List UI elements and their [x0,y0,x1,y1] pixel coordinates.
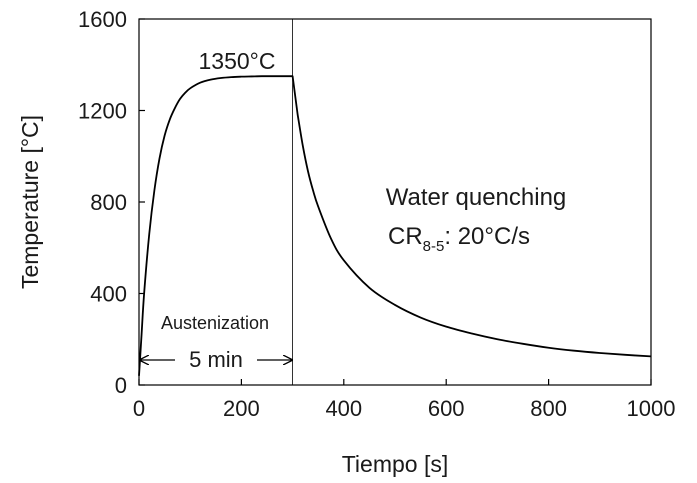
peak-temperature-label: 1350°C [199,48,276,74]
x-tick-label: 600 [428,396,465,421]
x-tick-label: 1000 [627,396,676,421]
quench-title: Water quenching [386,184,567,211]
cooling-rate-label: CR8-5: 20°C/s [388,223,530,255]
x-tick-label: 0 [133,396,145,421]
temperature-curve [138,75,652,376]
cooling-rate-value: : 20°C/s [444,223,530,250]
y-tick-label: 1600 [78,7,127,32]
y-tick-label: 800 [90,190,127,215]
x-tick-label: 800 [530,396,567,421]
plot-area: 0 400 800 1200 1600 0 200 400 600 800 1000 Tiempo [… [17,7,675,477]
cooling-rate-subscript: 8-5 [423,238,445,255]
y-tick-label: 0 [115,373,127,398]
duration-label: 5 min [189,347,243,372]
y-tick-label: 400 [90,282,127,307]
x-axis-title: Tiempo [s] [342,451,449,477]
austenization-label: Austenization [161,313,269,333]
y-axis-title: Temperature [°C] [17,115,43,289]
cooling-rate-symbol: CR [388,223,423,250]
x-tick-label: 400 [325,396,362,421]
x-tick-label: 200 [223,396,260,421]
y-tick-label: 1200 [78,99,127,124]
